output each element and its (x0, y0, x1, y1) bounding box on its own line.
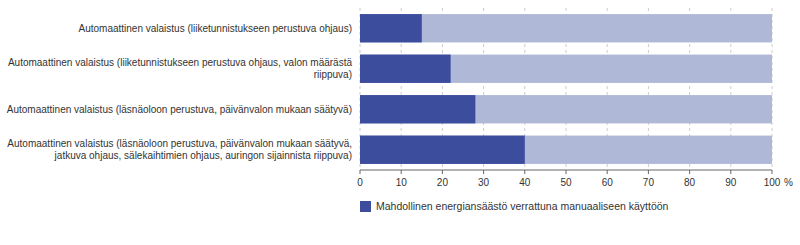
tick-label: 80 (684, 177, 696, 188)
tick-mark (483, 170, 484, 174)
grid (360, 8, 772, 170)
category-label: Automaattinen valaistus (läsnäoloon peru… (7, 104, 352, 115)
tick-label: 0 (357, 177, 363, 188)
legend-swatch (360, 201, 371, 212)
tick-mark (360, 170, 361, 174)
tick-label: 60 (602, 177, 614, 188)
tick-mark (566, 170, 567, 174)
tick-label: 70 (643, 177, 655, 188)
tick-mark (648, 170, 649, 174)
category-label: Automaattinen valaistus (liiketunnistuks… (79, 23, 353, 34)
tick-label: 20 (437, 177, 449, 188)
tick-mark (607, 170, 608, 174)
bar (360, 95, 475, 123)
tick-label: 50 (560, 177, 572, 188)
tick-mark (772, 170, 773, 174)
legend: Mahdollinen energiansäästö verrattuna ma… (360, 200, 669, 212)
x-axis: 0 10 20 30 40 50 60 70 80 90 100% (357, 170, 793, 188)
tick-label: 10 (396, 177, 408, 188)
category-labels: Automaattinen valaistus (liiketunnistuks… (7, 23, 353, 162)
bar (360, 55, 451, 83)
category-label: Automaattinen valaistus (liiketunnistuks… (8, 57, 353, 80)
tick-mark (524, 170, 525, 174)
tick-mark (689, 170, 690, 174)
bar (360, 136, 772, 164)
chart: Automaattinen valaistus (liiketunnistuks… (0, 0, 800, 245)
series (360, 14, 525, 164)
bars (360, 14, 772, 164)
tick-label: 40 (519, 177, 531, 188)
tick-label: 30 (478, 177, 490, 188)
axis-label: % (784, 177, 793, 188)
category-label: Automaattinen valaistus (läsnäoloon peru… (7, 138, 352, 161)
bar (360, 14, 772, 42)
legend-label: Mahdollinen energiansäästö verrattuna ma… (376, 200, 669, 212)
bar (360, 136, 525, 164)
tick-label: 90 (725, 177, 737, 188)
bar (360, 95, 772, 123)
series (360, 14, 772, 164)
bar (360, 14, 422, 42)
tick-mark (442, 170, 443, 174)
tick-mark (730, 170, 731, 174)
tick-label: 100 (764, 177, 781, 188)
bar (360, 55, 772, 83)
tick-mark (401, 170, 402, 174)
